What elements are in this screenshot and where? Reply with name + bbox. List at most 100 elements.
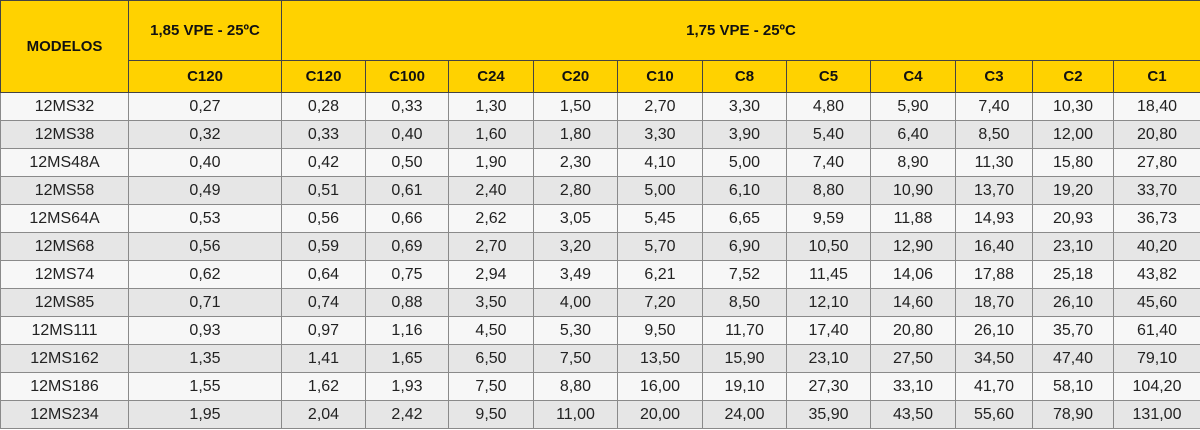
value-cell: 131,00 [1112,400,1200,429]
value-cell: 11,45 [786,260,871,289]
value-cell: 78,90 [1032,400,1114,429]
value-cell: 1,95 [128,400,282,429]
value-cell: 7,40 [955,92,1033,121]
model-cell: 12MS64A [0,204,129,233]
value-cell: 6,65 [702,204,787,233]
column-header: C3 [955,60,1033,93]
value-cell: 5,30 [533,316,618,345]
column-header: C10 [617,60,703,93]
value-cell: 16,00 [617,372,703,401]
model-cell: 12MS85 [0,288,129,317]
value-cell: 13,50 [617,344,703,373]
models-header: MODELOS [0,0,129,93]
column-header: C1 [1112,60,1200,93]
value-cell: 36,73 [1112,204,1200,233]
value-cell: 0,59 [281,232,366,261]
model-cell: 12MS111 [0,316,129,345]
value-cell: 1,65 [365,344,449,373]
value-cell: 2,62 [448,204,534,233]
value-cell: 2,70 [448,232,534,261]
value-cell: 8,80 [533,372,618,401]
value-cell: 19,10 [702,372,787,401]
value-cell: 0,40 [365,120,449,149]
value-cell: 26,10 [955,316,1033,345]
model-cell: 12MS48A [0,148,129,177]
value-cell: 0,66 [365,204,449,233]
value-cell: 6,40 [870,120,956,149]
value-cell: 61,40 [1112,316,1200,345]
value-cell: 3,05 [533,204,618,233]
value-cell: 3,90 [702,120,787,149]
value-cell: 40,20 [1112,232,1200,261]
value-cell: 1,60 [448,120,534,149]
value-cell: 1,41 [281,344,366,373]
value-cell: 5,90 [870,92,956,121]
value-cell: 79,10 [1112,344,1200,373]
value-cell: 24,00 [702,400,787,429]
value-cell: 27,50 [870,344,956,373]
value-cell: 1,50 [533,92,618,121]
column-header: C5 [786,60,871,93]
value-cell: 0,88 [365,288,449,317]
value-cell: 35,90 [786,400,871,429]
value-cell: 47,40 [1032,344,1114,373]
column-header: C8 [702,60,787,93]
value-cell: 8,50 [955,120,1033,149]
value-cell: 0,49 [128,176,282,205]
value-cell: 0,42 [281,148,366,177]
model-cell: 12MS74 [0,260,129,289]
group-header: 1,75 VPE - 25ºC [280,0,1200,61]
value-cell: 0,56 [128,232,282,261]
value-cell: 11,88 [870,204,956,233]
value-cell: 0,51 [281,176,366,205]
value-cell: 9,50 [617,316,703,345]
value-cell: 17,40 [786,316,871,345]
value-cell: 4,10 [617,148,703,177]
model-cell: 12MS32 [0,92,129,121]
value-cell: 0,61 [365,176,449,205]
value-cell: 11,30 [955,148,1033,177]
value-cell: 8,90 [870,148,956,177]
value-cell: 3,30 [617,120,703,149]
value-cell: 43,50 [870,400,956,429]
value-cell: 5,45 [617,204,703,233]
value-cell: 2,94 [448,260,534,289]
value-cell: 35,70 [1032,316,1114,345]
value-cell: 6,90 [702,232,787,261]
value-cell: 0,56 [281,204,366,233]
value-cell: 14,06 [870,260,956,289]
value-cell: 3,50 [448,288,534,317]
value-cell: 23,10 [1032,232,1114,261]
value-cell: 55,60 [955,400,1033,429]
value-cell: 2,04 [281,400,366,429]
value-cell: 7,50 [533,344,618,373]
value-cell: 0,75 [365,260,449,289]
column-header: C20 [533,60,618,93]
table-row: 12MS186 1,55 1,62 1,93 7,50 8,80 16,00 19,10 27,… [0,372,1200,401]
value-cell: 6,21 [617,260,703,289]
value-cell: 34,50 [955,344,1033,373]
value-cell: 2,30 [533,148,618,177]
value-cell: 20,80 [870,316,956,345]
table-row: 12MS74 0,62 0,64 0,75 2,94 3,49 6,21 7,52 11,45 1… [0,260,1200,289]
value-cell: 25,18 [1032,260,1114,289]
model-cell: 12MS162 [0,344,129,373]
value-cell: 13,70 [955,176,1033,205]
value-cell: 5,00 [617,176,703,205]
value-cell: 6,50 [448,344,534,373]
table-row: 12MS32 0,27 0,28 0,33 1,30 1,50 2,70 3,30 4,80 5,… [0,92,1200,121]
value-cell: 4,00 [533,288,618,317]
value-cell: 27,80 [1112,148,1200,177]
value-cell: 27,30 [786,372,871,401]
value-cell: 10,50 [786,232,871,261]
value-cell: 18,70 [955,288,1033,317]
value-cell: 1,93 [365,372,449,401]
value-cell: 33,70 [1112,176,1200,205]
model-cell: 12MS68 [0,232,129,261]
value-cell: 0,74 [281,288,366,317]
value-cell: 0,40 [128,148,282,177]
value-cell: 15,90 [702,344,787,373]
value-cell: 0,53 [128,204,282,233]
value-cell: 1,62 [281,372,366,401]
